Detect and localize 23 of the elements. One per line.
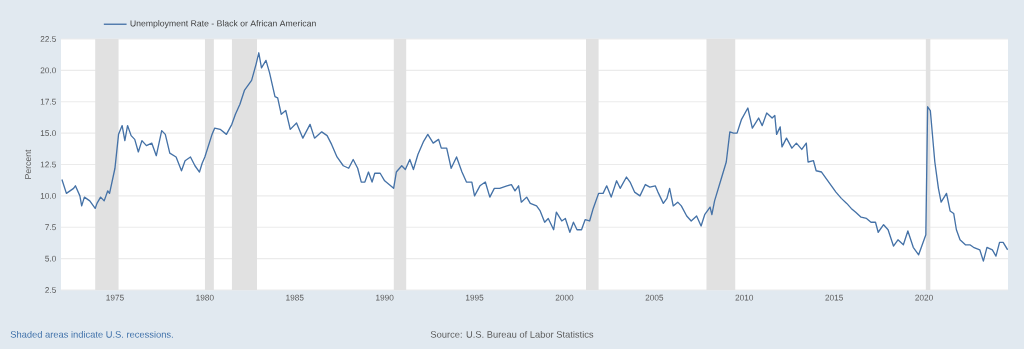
y-axis-title: Percent: [25, 149, 32, 179]
x-tick-label: 2010: [735, 294, 754, 301]
x-tick-label: 2015: [825, 294, 843, 301]
legend-label: Unemployment Rate - Black or African American: [130, 20, 316, 29]
x-tick-label: 1995: [465, 294, 484, 301]
source-note: Source: U.S. Bureau of Labor Statistics: [430, 330, 594, 338]
y-tick-label: 22.5: [40, 36, 56, 42]
y-tick-label: 10.0: [40, 192, 56, 199]
y-tick-label: 12.5: [40, 161, 56, 168]
y-tick-label: 15.0: [40, 130, 56, 137]
x-tick-label: 2020: [915, 294, 933, 301]
x-tick-label: 2000: [555, 294, 574, 301]
x-tick-label: 1990: [376, 294, 394, 301]
x-tick-label: 1985: [286, 294, 304, 301]
y-tick-label: 5.0: [45, 255, 56, 262]
x-tick-label: 1980: [196, 294, 214, 301]
x-tick-label: 2005: [645, 294, 664, 301]
y-tick-label: 20.0: [40, 67, 56, 74]
y-tick-label: 2.5: [45, 287, 56, 293]
y-tick-label: 7.5: [45, 224, 56, 231]
y-tick-label: 17.5: [40, 98, 56, 105]
x-tick-label: 1975: [106, 294, 124, 301]
text: Shaded areas indicate U.S. recessions.: [10, 330, 173, 338]
